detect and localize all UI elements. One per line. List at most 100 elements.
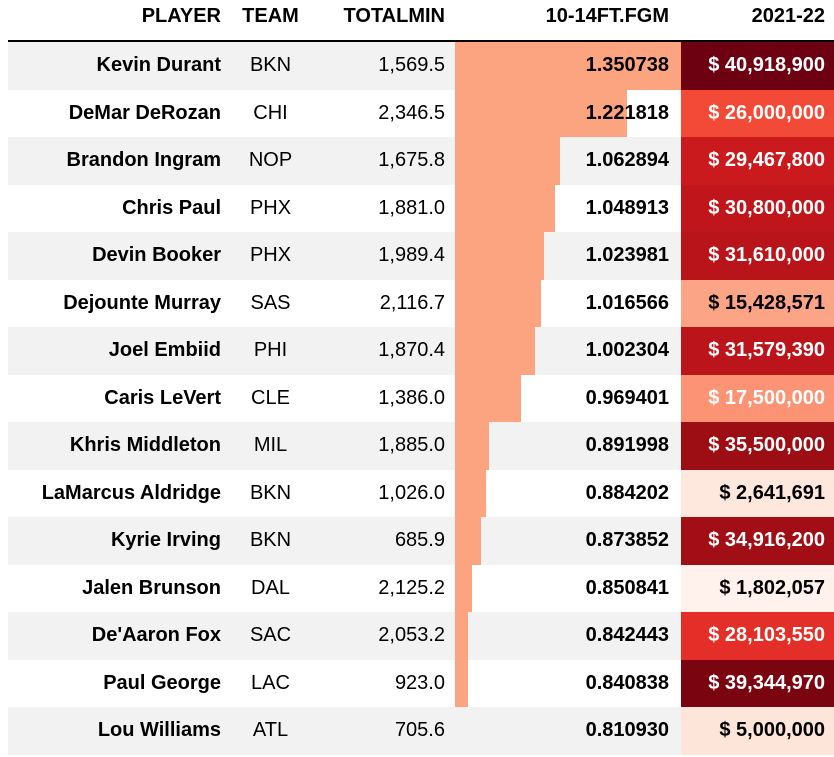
salary-cell: $ 17,500,000 [681,374,834,422]
fgm-value: 1.062894 [585,149,669,172]
table-row: Caris LeVert CLE 1,386.0 0.969401 $ 17,500,0… [8,374,834,422]
totalmin-cell: 1,026.0 [378,481,445,504]
team-cell: LAC [251,671,290,694]
team-cell: BKN [249,529,292,552]
salary-cell: $ 29,467,800 [681,137,834,185]
fgm-value: 1.350738 [585,54,669,77]
fgm-cell: 0.810930 [455,707,681,755]
team-cell: CLE [251,386,290,409]
fgm-value: 1.048913 [585,196,669,219]
salary-cell: $ 31,610,000 [681,232,834,280]
player-cell: DeMar DeRozan [68,101,221,124]
salary-cell: $ 5,000,000 [681,707,834,755]
player-cell: Brandon Ingram [66,149,221,172]
player-cell: Kyrie Irving [110,529,221,552]
player-cell: Khris Middleton [69,434,221,457]
fgm-bar [455,374,522,422]
totalmin-cell: 705.6 [394,719,445,742]
totalmin-cell: 1,881.0 [378,196,445,219]
player-cell: Paul George [103,671,221,694]
table-row: Khris Middleton MIL 1,885.0 0.891998 $ 35,50… [8,422,834,470]
team-cell: NOP [248,149,293,172]
fgm-cell: 1.002304 [455,327,681,375]
fgm-bar [455,137,561,185]
table-row: Brandon Ingram NOP 1,675.8 1.062894 $ 29,467… [8,137,834,185]
salary-cell: $ 39,344,970 [681,659,834,707]
fgm-value: 1.002304 [585,339,669,362]
fgm-cell: 1.062894 [455,137,681,185]
player-cell: Caris LeVert [104,386,221,409]
header-salary: 2021-22 [751,5,825,27]
fgm-cell: 0.842443 [455,612,681,660]
table-row: Devin Booker PHX 1,989.4 1.023981 $ 31,610,0… [8,232,834,280]
totalmin-cell: 923.0 [394,671,445,694]
totalmin-cell: 2,116.7 [379,291,445,314]
fgm-bar [455,89,628,137]
team-cell: PHX [249,196,292,219]
fgm-bar [455,612,469,660]
salary-cell: $ 1,802,057 [681,564,834,612]
fgm-cell: 0.840838 [455,659,681,707]
salary-cell: $ 35,500,000 [681,422,834,470]
player-cell: De'Aaron Fox [91,624,221,647]
player-cell: Kevin Durant [96,54,221,77]
fgm-cell: 0.969401 [455,374,681,422]
player-cell: LaMarcus Aldridge [41,481,221,504]
table-row: Lou Williams ATL 705.6 0.810930 $ 5,000,000 [8,707,834,755]
header-totalmin: TOTALMIN [343,5,445,27]
header-player: PLAYER [141,5,221,27]
player-cell: Chris Paul [122,196,221,219]
table-row: Jalen Brunson DAL 2,125.2 0.850841 $ 1,802,0… [8,564,834,612]
totalmin-cell: 1,989.4 [378,244,445,267]
fgm-bar [455,279,542,327]
table-row: Dejounte Murray SAS 2,116.7 1.016566 $ 15,42… [8,279,834,327]
fgm-cell: 1.048913 [455,184,681,232]
totalmin-cell: 2,125.2 [378,576,445,599]
salary-cell: $ 31,579,390 [681,327,834,375]
fgm-value: 0.850841 [585,576,669,599]
fgm-cell: 1.023981 [455,232,681,280]
header-fgm: 10-14FT.FGM [545,5,669,27]
salary-cell: $ 2,641,691 [681,469,834,517]
totalmin-cell: 1,885.0 [378,434,445,457]
totalmin-cell: 1,675.8 [378,149,445,172]
table-row: Chris Paul PHX 1,881.0 1.048913 $ 30,800,000 [8,184,834,232]
totalmin-cell: 2,053.2 [378,624,445,647]
team-cell: SAS [250,291,291,314]
team-cell: PHX [249,244,292,267]
fgm-bar [455,659,468,707]
team-cell: CHI [253,101,288,124]
fgm-cell: 0.884202 [455,469,681,517]
team-cell: ATL [252,719,289,742]
salary-cell: $ 40,918,900 [681,42,834,90]
salary-cell: $ 28,103,550 [681,612,834,660]
table-row: Joel Embiid PHI 1,870.4 1.002304 $ 31,579,39… [8,327,834,375]
fgm-value: 1.016566 [585,291,669,314]
table-row: De'Aaron Fox SAC 2,053.2 0.842443 $ 28,103,5… [8,612,834,660]
fgm-value: 0.810930 [585,719,669,742]
fgm-value: 1.023981 [585,244,669,267]
fgm-value: 0.884202 [585,481,669,504]
table-row: Paul George LAC 923.0 0.840838 $ 39,344,970 [8,659,834,707]
fgm-bar [455,184,555,232]
salary-cell: $ 26,000,000 [681,89,834,137]
totalmin-cell: 2,346.5 [378,101,445,124]
player-cell: Dejounte Murray [63,291,221,314]
fgm-bar [455,232,545,280]
fgm-cell: 1.221818 [455,89,681,137]
fgm-cell: 1.016566 [455,279,681,327]
salary-cell: $ 30,800,000 [681,184,834,232]
fgm-cell: 0.873852 [455,517,681,565]
fgm-cell: 1.350738 [455,42,681,90]
totalmin-cell: 685.9 [394,529,445,552]
player-cell: Lou Williams [97,719,221,742]
fgm-bar [455,42,681,90]
team-cell: BKN [249,54,292,77]
salary-cell: $ 15,428,571 [681,279,834,327]
team-cell: MIL [253,434,288,457]
table-row: Kyrie Irving BKN 685.9 0.873852 $ 34,916,200 [8,517,834,565]
fgm-bar [455,422,489,470]
player-cell: Joel Embiid [108,339,221,362]
totalmin-cell: 1,870.4 [378,339,445,362]
